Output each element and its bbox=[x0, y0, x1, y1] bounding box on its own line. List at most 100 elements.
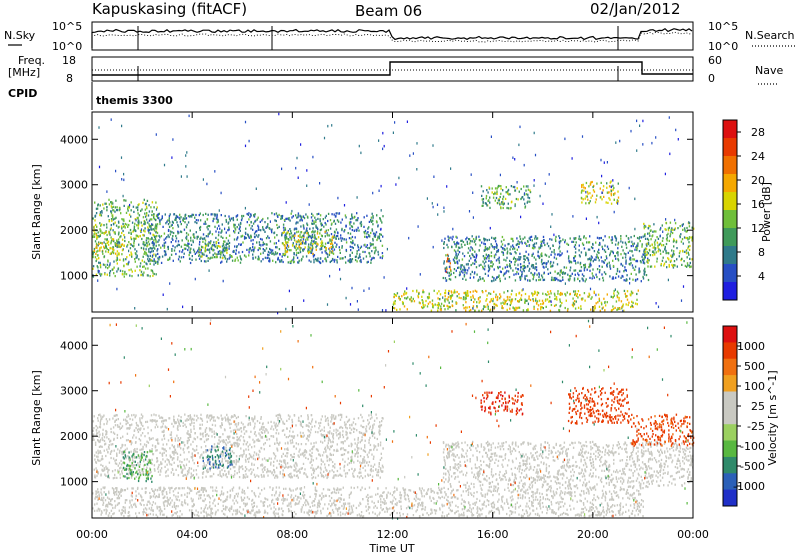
power-cell bbox=[234, 228, 237, 231]
power-cell bbox=[431, 202, 433, 205]
power-cell bbox=[109, 246, 111, 250]
velocity-cell bbox=[377, 471, 380, 474]
power-cell bbox=[516, 248, 518, 251]
power-cell bbox=[507, 243, 509, 246]
power-cell bbox=[215, 217, 218, 220]
power-cell bbox=[251, 225, 253, 228]
power-cell bbox=[470, 257, 472, 260]
power-cell bbox=[604, 235, 606, 238]
power-cell bbox=[203, 237, 205, 240]
power-cell bbox=[98, 165, 101, 169]
power-cell bbox=[99, 211, 102, 214]
power-cell bbox=[144, 215, 147, 218]
power-cell bbox=[644, 267, 646, 270]
velocity-cell bbox=[254, 440, 256, 443]
velocity-cell bbox=[142, 452, 144, 455]
velocity-cell bbox=[261, 423, 264, 426]
power-cell bbox=[187, 248, 189, 252]
velocity-cell bbox=[207, 438, 209, 441]
velocity-cell bbox=[219, 440, 221, 443]
power-cell bbox=[610, 190, 612, 193]
velocity-cell bbox=[245, 473, 247, 476]
power-cell bbox=[645, 243, 648, 246]
power-cell bbox=[140, 228, 143, 231]
power-cell bbox=[138, 203, 140, 206]
power-cell bbox=[121, 231, 123, 235]
power-cell bbox=[514, 263, 516, 266]
power-cell bbox=[478, 264, 480, 267]
velocity-cell bbox=[187, 430, 189, 433]
power-cell bbox=[211, 245, 213, 248]
power-cell bbox=[688, 248, 691, 251]
power-cell bbox=[277, 215, 279, 218]
power-cell bbox=[642, 277, 645, 280]
power-cell bbox=[531, 273, 534, 276]
velocity-cell bbox=[307, 418, 309, 421]
power-cell bbox=[325, 223, 327, 226]
power-cell bbox=[228, 257, 230, 260]
power-cell bbox=[116, 244, 118, 247]
velocity-cell bbox=[245, 448, 247, 451]
power-cell bbox=[372, 243, 374, 246]
power-cell bbox=[287, 241, 289, 244]
power-cell bbox=[507, 190, 509, 193]
power-cell bbox=[143, 271, 145, 274]
power-cell bbox=[109, 252, 112, 255]
power-cell bbox=[596, 255, 599, 258]
velocity-cell bbox=[314, 430, 317, 434]
velocity-cell bbox=[361, 462, 363, 465]
power-cell bbox=[293, 260, 295, 263]
power-cell bbox=[109, 271, 111, 275]
power-cell bbox=[333, 213, 335, 216]
power-cell bbox=[471, 247, 473, 250]
power-cell bbox=[326, 303, 329, 306]
power-cell bbox=[288, 218, 290, 221]
power-cell bbox=[688, 253, 690, 256]
velocity-cell bbox=[352, 421, 355, 424]
power-cell bbox=[474, 298, 476, 301]
velocity-cell bbox=[202, 465, 204, 468]
velocity-cell bbox=[99, 421, 101, 424]
power-cell bbox=[238, 227, 240, 231]
power-cell bbox=[351, 286, 353, 290]
power-cell bbox=[624, 241, 627, 244]
velocity-cell bbox=[196, 436, 199, 439]
velocity-cell bbox=[137, 468, 140, 471]
power-cell bbox=[206, 248, 209, 251]
power-cell bbox=[466, 306, 468, 309]
power-cell bbox=[392, 303, 395, 306]
velocity-cell bbox=[230, 474, 233, 477]
power-cell bbox=[330, 241, 333, 244]
velocity-cell bbox=[221, 468, 223, 472]
power-cell bbox=[244, 120, 247, 124]
power-cell bbox=[472, 238, 475, 241]
velocity-cell bbox=[226, 418, 229, 421]
power-cell bbox=[454, 243, 456, 246]
power-cell bbox=[484, 243, 486, 246]
power-cell bbox=[602, 279, 605, 282]
power-cell bbox=[684, 250, 686, 253]
power-cell bbox=[460, 268, 462, 271]
power-cell bbox=[197, 219, 199, 222]
power-cell bbox=[374, 234, 377, 237]
velocity-cell bbox=[261, 458, 264, 461]
power-cell bbox=[123, 244, 125, 247]
power-cell bbox=[264, 230, 266, 233]
power-cell bbox=[443, 241, 445, 244]
velocity-cell bbox=[380, 470, 382, 473]
power-cell bbox=[299, 249, 301, 252]
power-cell bbox=[677, 227, 679, 230]
power-cell bbox=[688, 264, 691, 267]
power-cell bbox=[296, 216, 298, 219]
power-cell bbox=[94, 219, 96, 222]
power-cell bbox=[626, 290, 629, 293]
power-cell bbox=[519, 252, 521, 255]
power-cell bbox=[636, 119, 638, 123]
velocity-cell bbox=[253, 432, 256, 435]
power-cell bbox=[528, 295, 530, 298]
power-cell bbox=[357, 257, 360, 260]
velocity-cell bbox=[235, 459, 238, 462]
power-cell bbox=[282, 242, 284, 245]
power-cell bbox=[538, 275, 540, 279]
power-cell bbox=[105, 242, 107, 246]
